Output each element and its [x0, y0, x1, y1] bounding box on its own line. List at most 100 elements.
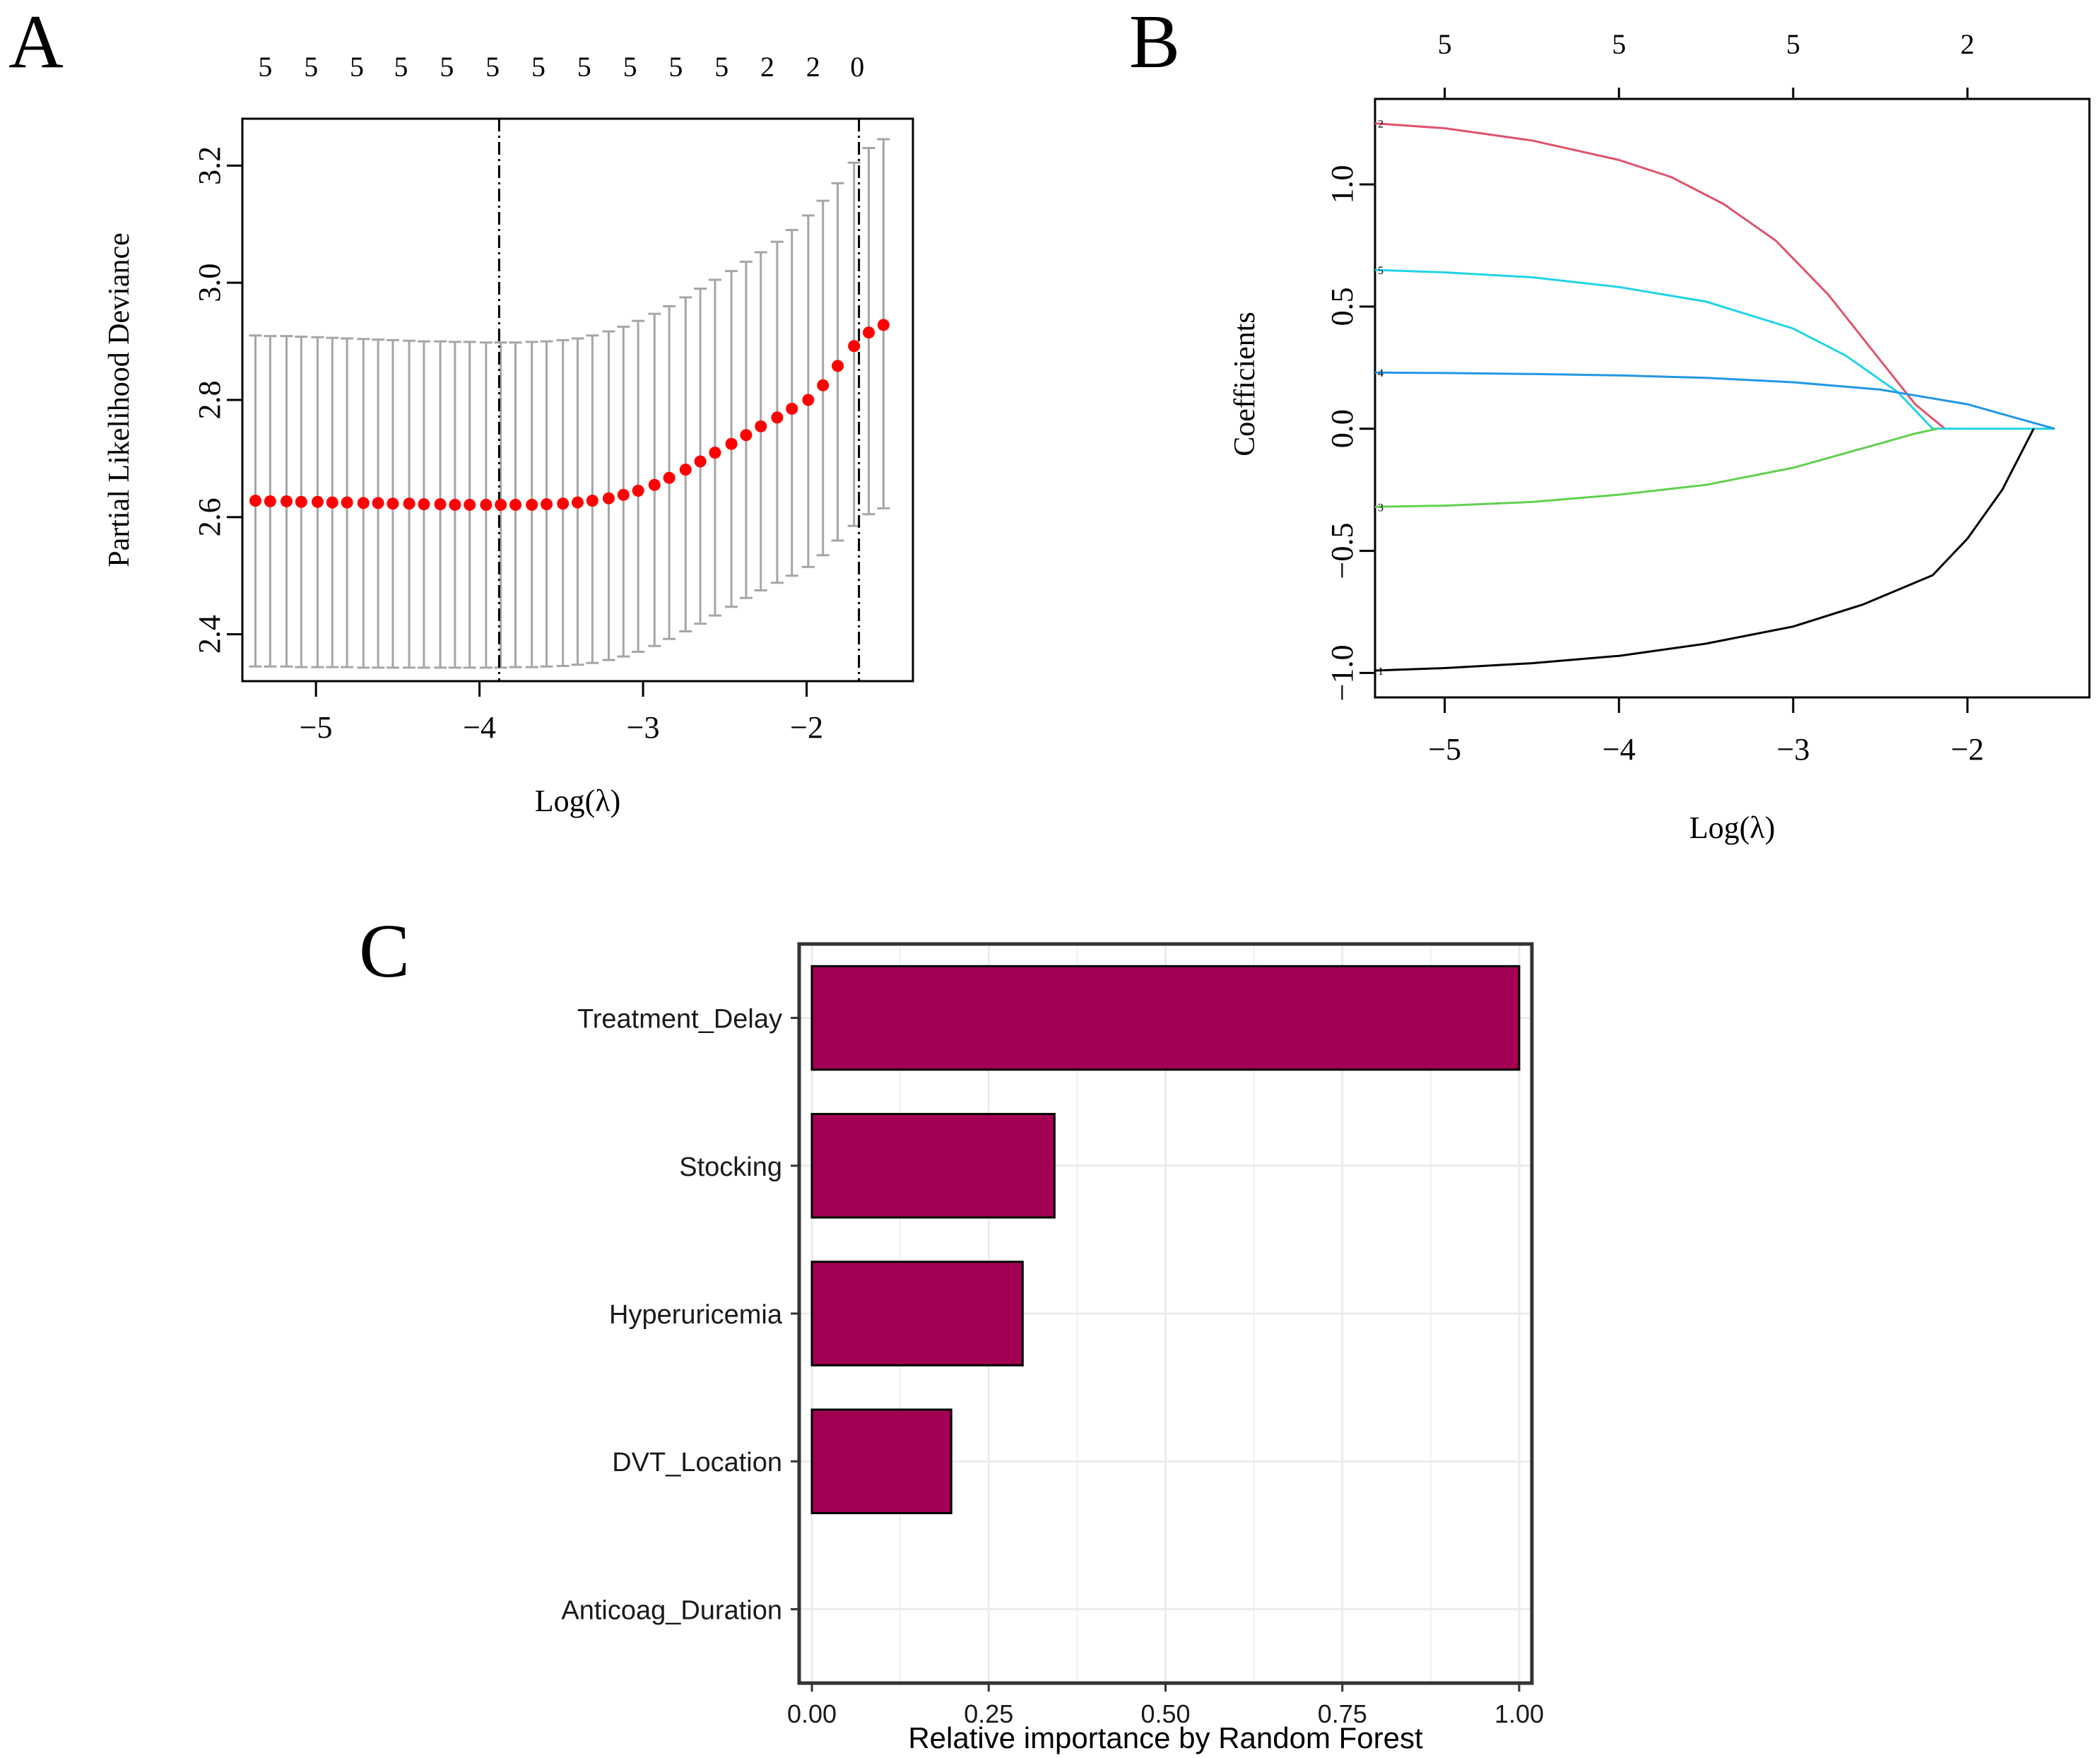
deviance-point: [617, 488, 630, 501]
top-count-label: 2: [760, 51, 774, 83]
top-count-label: 5: [1612, 28, 1626, 60]
deviance-point: [740, 429, 753, 442]
coefficient-path-2: [1374, 122, 1946, 430]
top-count-label: 5: [623, 51, 637, 83]
deviance-point: [771, 411, 784, 424]
deviance-point: [372, 497, 384, 509]
x-tick-label: 1.00: [1494, 1699, 1544, 1728]
panel-b-coefficient-paths: −5 5 −4 5 −3 5 −2 2 −1.0 −0.5 0.0 0.5 1.0 Log(λ) Coeff…: [1229, 28, 2091, 845]
deviance-point: [449, 498, 461, 511]
x-tick-label: 0.00: [787, 1699, 837, 1728]
top-count-label: 5: [304, 51, 318, 83]
deviance-point: [434, 498, 447, 511]
deviance-point: [326, 496, 338, 509]
y-tick-label: 2.6: [192, 497, 227, 536]
importance-bar: [810, 1408, 952, 1514]
deviance-point: [786, 402, 798, 415]
deviance-point: [632, 485, 644, 497]
x-axis-title: Log(λ): [535, 784, 621, 818]
x-tick-label: 0.25: [964, 1699, 1013, 1728]
deviance-point: [280, 495, 293, 507]
deviance-point: [755, 420, 767, 432]
deviance-point: [403, 497, 415, 510]
deviance-point: [557, 497, 570, 510]
top-count-label: 5: [668, 51, 683, 83]
deviance-point: [694, 455, 707, 468]
importance-bar: [810, 964, 1521, 1071]
x-tick-label: −3: [627, 710, 660, 745]
path-label: 3: [1378, 502, 1384, 514]
coefficient-path-4: [1374, 371, 2055, 430]
y-tick-label: 0.5: [1325, 287, 1359, 326]
panel-c-importance-bars: Treatment_Delay Stocking Hyperuricemia DVT_…: [561, 942, 1544, 1754]
y-tick-label: 2.4: [192, 615, 227, 654]
deviance-point: [495, 498, 507, 511]
deviance-point: [264, 495, 276, 507]
deviance-point: [586, 495, 598, 507]
y-axis-title: Coefficients: [1229, 312, 1261, 456]
deviance-point: [249, 495, 262, 507]
category-label: Treatment_Delay: [577, 1005, 782, 1034]
deviance-point: [418, 498, 430, 511]
deviance-point: [679, 464, 692, 476]
deviance-point: [817, 379, 830, 391]
top-count-label: 5: [258, 51, 272, 83]
deviance-point: [832, 360, 844, 372]
deviance-point: [648, 478, 661, 491]
deviance-point: [802, 394, 815, 406]
deviance-point: [663, 471, 676, 484]
top-count-label: 2: [1960, 28, 1974, 60]
deviance-point: [311, 495, 324, 508]
top-count-label: 5: [440, 51, 454, 83]
panel-label-c: C: [359, 909, 410, 993]
top-count-label: 5: [350, 51, 364, 83]
y-tick-label: 1.0: [1325, 165, 1359, 204]
panel-label-a: A: [8, 0, 64, 84]
y-tick-label: −0.5: [1325, 523, 1359, 579]
category-label: Hyperuricemia: [609, 1300, 783, 1330]
path-label: 5: [1378, 265, 1384, 277]
top-count-label: 5: [1438, 28, 1452, 60]
deviance-point: [863, 326, 875, 339]
importance-bar: [810, 1261, 1024, 1367]
deviance-point: [509, 498, 522, 511]
importance-bar: [810, 1113, 1056, 1219]
deviance-point: [709, 447, 721, 459]
y-tick-label: 0.0: [1325, 409, 1359, 448]
deviance-point: [725, 437, 738, 450]
panel-label-b: B: [1129, 0, 1180, 84]
category-label: Anticoag_Duration: [561, 1595, 782, 1625]
plot-frame: [1374, 98, 2091, 699]
deviance-point: [295, 495, 307, 508]
path-label: 1: [1378, 666, 1384, 678]
x-tick-label: −2: [790, 710, 823, 745]
x-tick-label: −3: [1776, 732, 1810, 767]
x-tick-label: −5: [1428, 732, 1461, 767]
category-label: Stocking: [679, 1152, 782, 1182]
y-tick-label: 3.2: [192, 146, 227, 185]
top-count-label: 0: [850, 51, 864, 83]
x-tick-label: −4: [463, 710, 496, 745]
deviance-point: [357, 497, 370, 509]
deviance-point: [848, 340, 861, 353]
deviance-point: [541, 498, 553, 511]
top-count-label: 5: [394, 51, 408, 83]
deviance-point: [877, 319, 890, 331]
deviance-point: [480, 498, 492, 511]
top-count-label: 5: [485, 51, 500, 83]
top-count-label: 2: [806, 51, 820, 83]
x-tick-label: 0.75: [1318, 1699, 1367, 1728]
x-axis-title: Relative importance by Random Forest: [908, 1721, 1423, 1754]
x-tick-label: −4: [1603, 732, 1636, 767]
y-tick-label: −1.0: [1325, 645, 1359, 702]
deviance-point: [387, 497, 399, 510]
top-count-label: 5: [531, 51, 545, 83]
deviance-point: [602, 492, 615, 505]
y-tick-label: 3.0: [192, 264, 227, 302]
coefficient-path-1: [1374, 428, 2035, 672]
deviance-point: [464, 498, 476, 511]
x-tick-label: −2: [1951, 732, 1984, 767]
y-tick-label: 2.8: [192, 381, 227, 420]
x-tick-label: −5: [300, 710, 333, 745]
